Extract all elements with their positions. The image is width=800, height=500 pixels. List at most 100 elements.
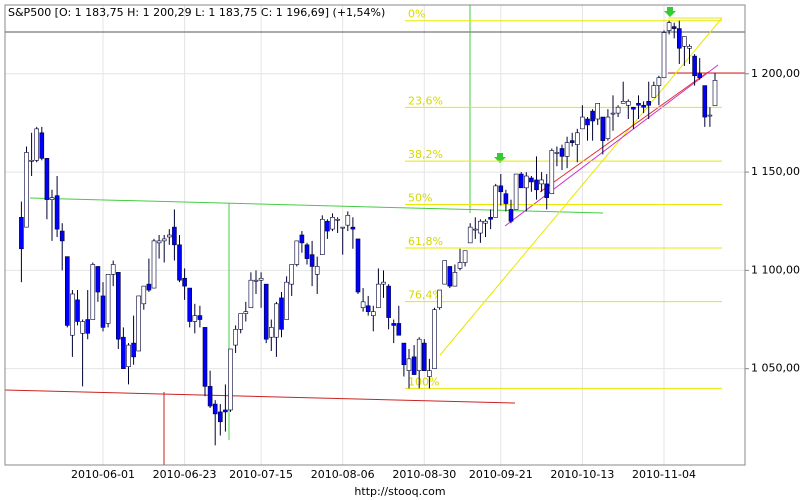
candle-body xyxy=(44,158,50,200)
candle-body xyxy=(218,411,223,423)
candle-body xyxy=(350,226,356,230)
candle-body xyxy=(610,112,616,115)
candle-body xyxy=(340,226,346,229)
candle-body xyxy=(539,179,544,185)
candle-body xyxy=(544,183,550,198)
candle-body xyxy=(457,262,463,269)
candle-body xyxy=(105,274,111,324)
candle-body xyxy=(391,323,397,326)
candle-body xyxy=(238,313,243,330)
trend-line xyxy=(539,71,709,193)
candles xyxy=(19,20,718,446)
candle-body xyxy=(263,283,269,340)
candle-body xyxy=(24,152,29,228)
candle-body xyxy=(345,215,351,226)
candle-body xyxy=(666,22,672,31)
candle-body xyxy=(54,195,60,230)
candle-body xyxy=(202,327,208,387)
candle-body xyxy=(580,116,585,130)
candle-body xyxy=(100,295,106,328)
candle-body xyxy=(34,128,40,161)
candle-body xyxy=(661,32,667,79)
fib-label: 38,2% xyxy=(408,148,443,161)
candle-body xyxy=(19,217,24,250)
candle-body xyxy=(360,301,366,309)
candle-body xyxy=(131,342,136,358)
candle-body xyxy=(172,226,177,246)
candle-body xyxy=(314,266,320,275)
candle-body xyxy=(687,45,692,49)
candle-body xyxy=(676,28,682,49)
candle-body xyxy=(574,132,580,145)
x-tick-label: 2010-11-04 xyxy=(632,468,696,481)
candle-body xyxy=(294,240,300,265)
fib-base-line xyxy=(439,17,723,356)
candle-body xyxy=(75,299,80,322)
candle-body xyxy=(447,266,453,287)
candle-body xyxy=(564,142,570,157)
candle-body xyxy=(712,80,718,107)
candle-body xyxy=(432,309,437,369)
candle-body xyxy=(126,344,131,368)
candle-body xyxy=(620,101,626,104)
candle-body xyxy=(406,358,412,371)
plot-frame xyxy=(4,4,746,466)
candle-body xyxy=(421,342,427,371)
candle-body xyxy=(416,338,422,371)
candle-body xyxy=(625,101,631,106)
x-tick-label: 2010-09-21 xyxy=(469,468,533,481)
y-tick-label: 1 200,00 xyxy=(751,67,800,80)
chart-title: S&P500 [O: 1 183,75 H: 1 200,29 L: 1 183… xyxy=(8,6,385,19)
candle-body xyxy=(437,289,442,309)
candle-body xyxy=(197,315,203,320)
candle-body xyxy=(335,218,340,221)
candle-body xyxy=(223,409,228,413)
candle-body xyxy=(427,370,432,377)
candle-body xyxy=(523,175,529,189)
candle-body xyxy=(702,85,708,118)
fib-label: 100% xyxy=(408,375,439,388)
trend-line xyxy=(29,197,604,214)
candle-body xyxy=(141,285,147,305)
candle-body xyxy=(452,272,458,287)
candle-body xyxy=(569,140,575,143)
candle-body xyxy=(493,185,499,218)
candle-body xyxy=(442,260,448,285)
candle-body xyxy=(508,209,514,222)
x-tick-label: 2010-06-23 xyxy=(153,468,217,481)
candle-body xyxy=(289,264,295,285)
candle-body xyxy=(682,36,687,47)
x-tick-label: 2010-10-13 xyxy=(550,468,614,481)
candle-body xyxy=(365,305,371,312)
fib-label: 61,8% xyxy=(408,235,443,248)
candle-body xyxy=(279,297,284,330)
candle-body xyxy=(182,277,187,287)
candle-body xyxy=(85,319,90,334)
candle-body xyxy=(59,230,65,242)
candle-body xyxy=(80,321,85,334)
candle-body xyxy=(631,106,636,110)
y-tick-label: 1 150,00 xyxy=(751,165,800,178)
candle-body xyxy=(39,132,45,159)
candle-body xyxy=(167,234,172,238)
candle-body xyxy=(498,185,504,193)
candle-body xyxy=(692,55,697,77)
candle-body xyxy=(192,315,198,322)
candle-body xyxy=(386,285,391,318)
candle-body xyxy=(707,114,713,117)
candle-body xyxy=(304,244,310,259)
y-tick-label: 1 100,00 xyxy=(751,263,800,276)
candle-body xyxy=(146,283,152,291)
candle-body xyxy=(370,311,376,316)
candle-body xyxy=(233,329,238,346)
candle-body xyxy=(554,152,560,154)
candle-body xyxy=(207,386,213,407)
candle-body xyxy=(600,116,606,141)
candle-body xyxy=(651,85,657,98)
source: http://stooq.com xyxy=(354,485,445,498)
candle-body xyxy=(95,266,101,293)
candle-body xyxy=(156,240,162,244)
candle-body xyxy=(319,218,325,255)
